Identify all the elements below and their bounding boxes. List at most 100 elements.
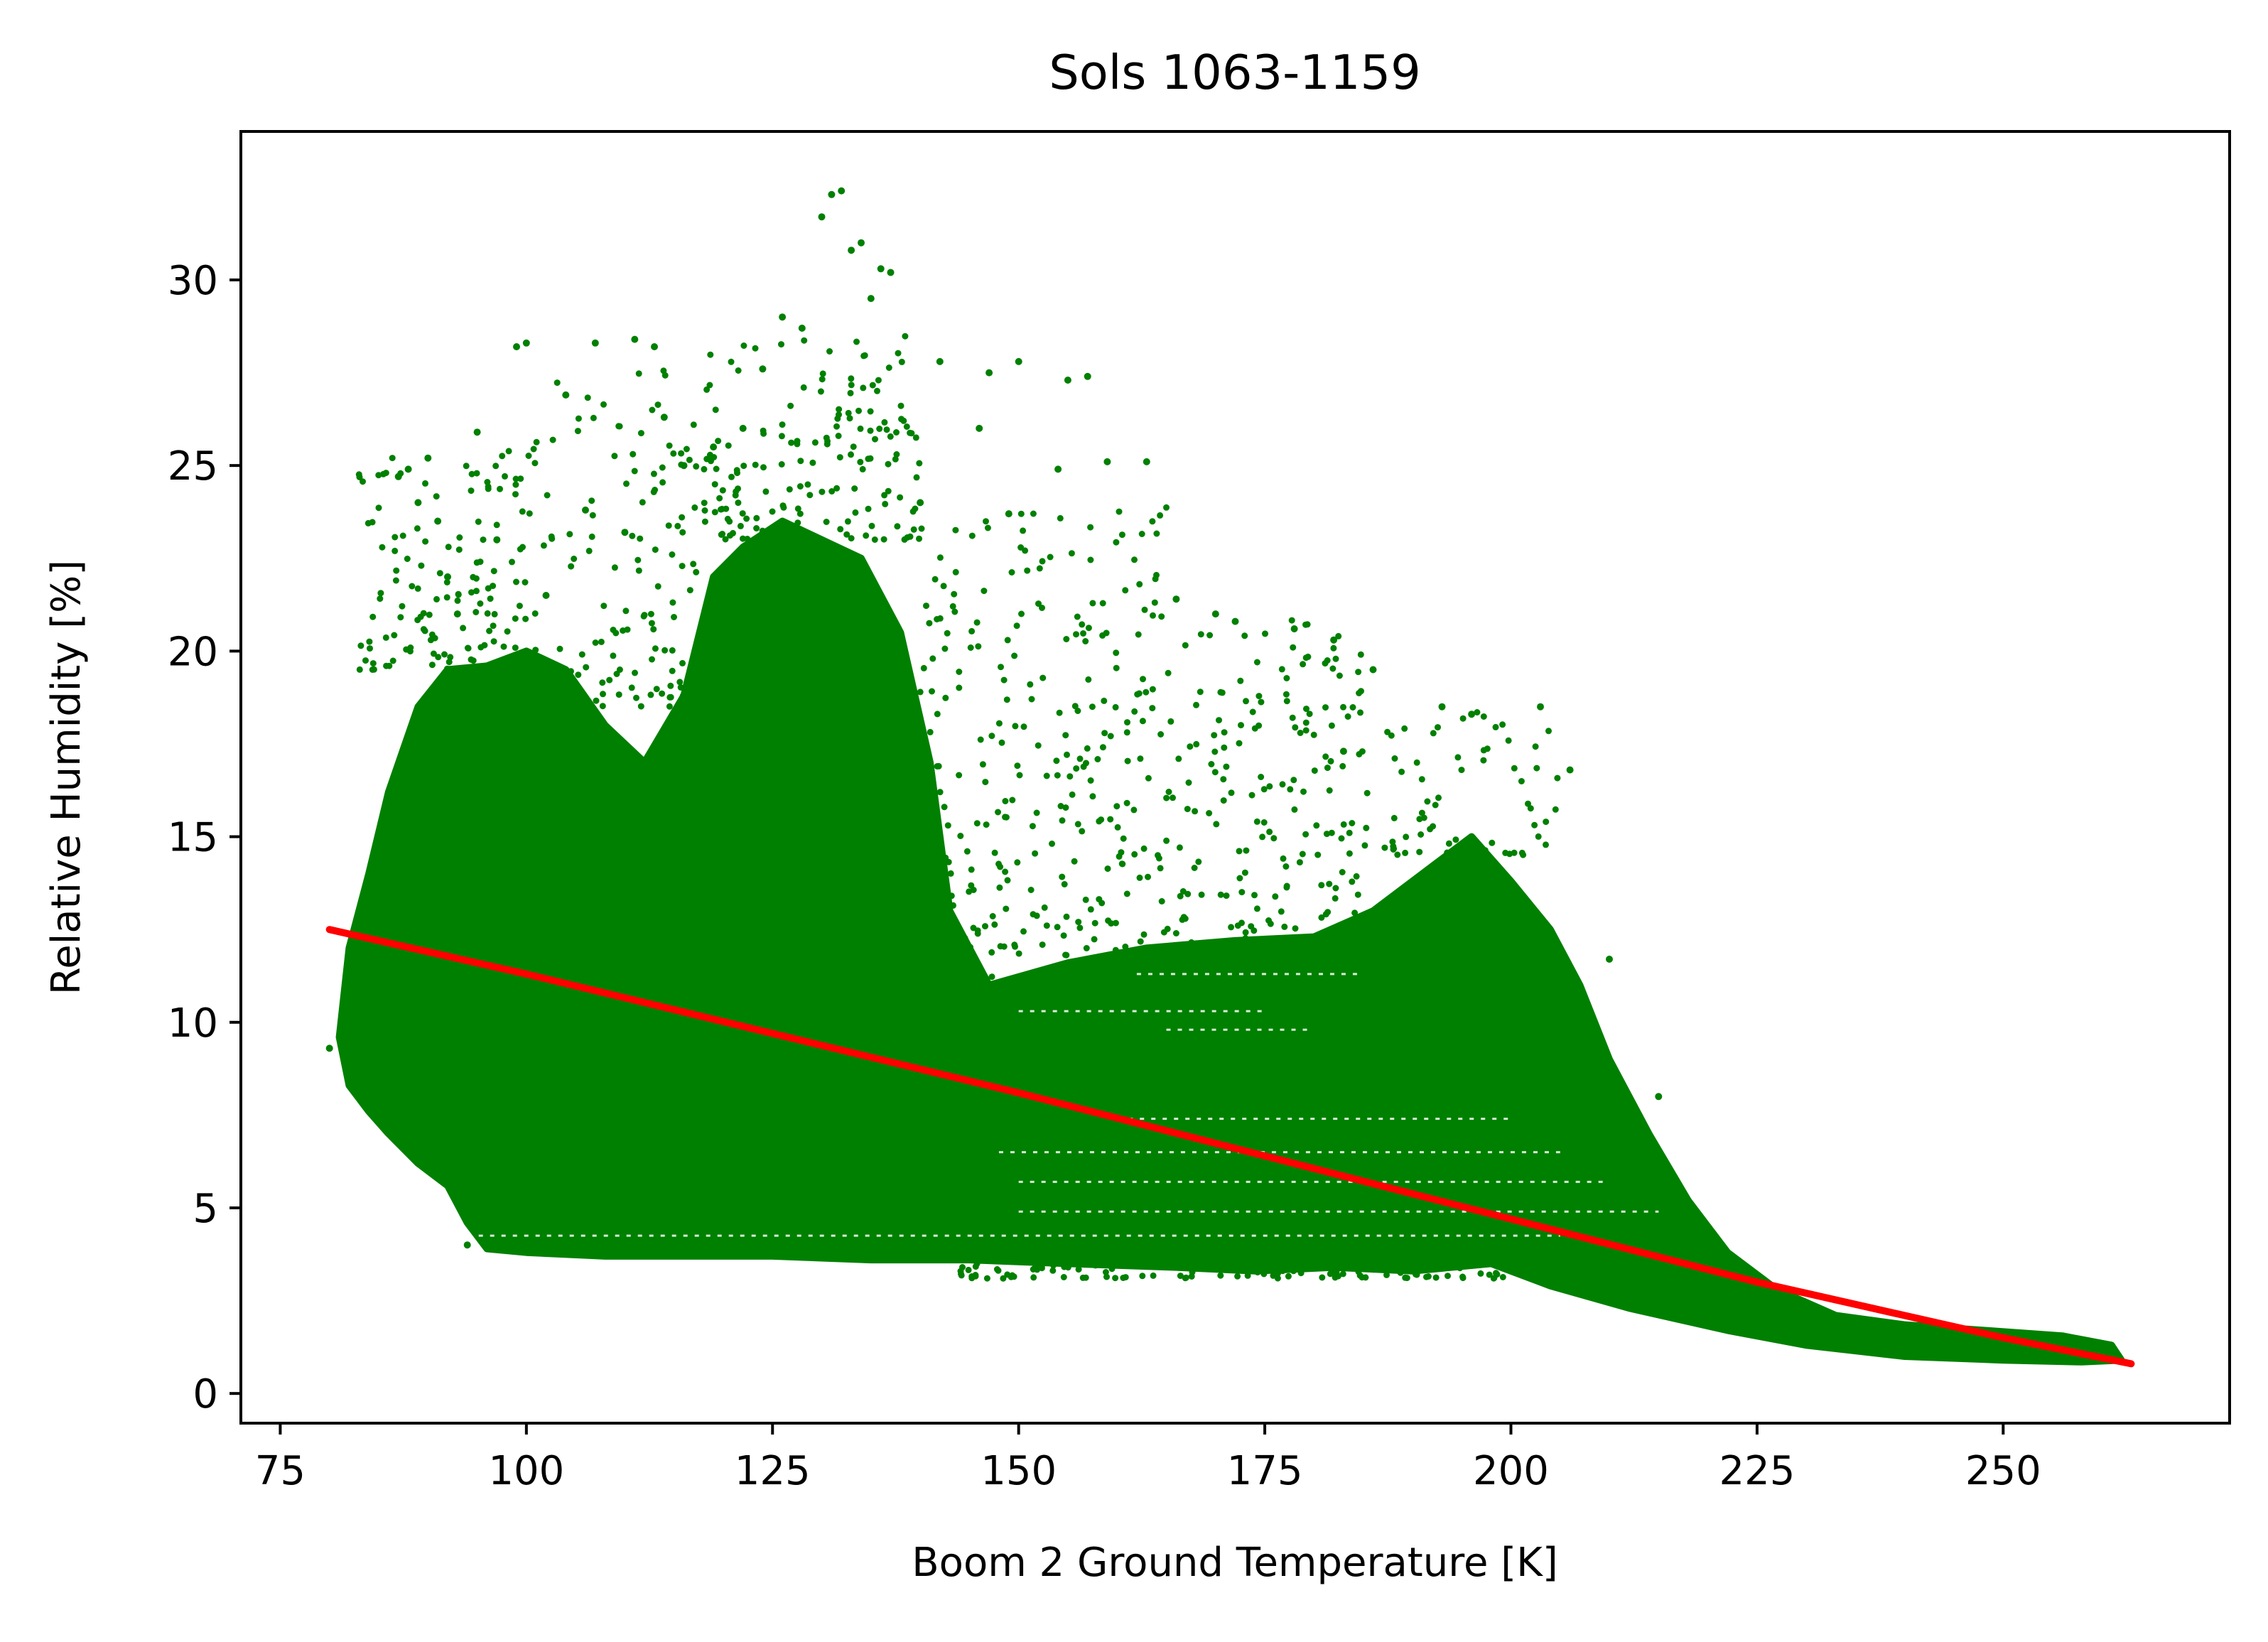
scatter-point: [1282, 1266, 1289, 1273]
x-tick-label: 200: [1473, 1448, 1549, 1494]
scatter-point: [532, 647, 539, 654]
scatter-point: [544, 697, 551, 704]
scatter-point: [391, 632, 398, 639]
scatter-point: [1354, 891, 1361, 898]
scatter-point: [1000, 676, 1008, 684]
scatter-point: [1122, 587, 1129, 594]
scatter-point: [710, 443, 718, 451]
scatter-point: [800, 384, 807, 391]
scatter-point: [634, 556, 642, 563]
scatter-point: [1002, 814, 1008, 821]
scatter-point: [345, 1056, 353, 1063]
scatter-point: [393, 567, 400, 574]
scatter-point: [1302, 719, 1310, 726]
scatter-point: [575, 671, 582, 679]
scatter-point: [1292, 724, 1299, 731]
scatter-point: [1290, 777, 1297, 784]
scatter-point: [963, 848, 971, 855]
scatter-point: [1020, 723, 1027, 730]
scatter-point: [1036, 565, 1043, 572]
scatter-point: [991, 921, 998, 928]
scatter-point: [964, 967, 971, 974]
scatter-point: [653, 686, 660, 693]
scatter-point: [1064, 377, 1071, 384]
scatter-point: [531, 663, 539, 669]
scatter-point: [1270, 1272, 1277, 1279]
scatter-point: [1083, 945, 1090, 951]
scatter-point: [1332, 895, 1339, 902]
scatter-point: [325, 1044, 333, 1052]
scatter-point: [1056, 709, 1063, 716]
x-tick-label: 75: [255, 1448, 306, 1494]
scatter-point: [1063, 951, 1070, 958]
scatter-point: [1243, 847, 1250, 854]
scatter-point: [615, 423, 622, 430]
scatter-point: [810, 536, 817, 543]
scatter-point: [480, 536, 487, 544]
scatter-point: [1236, 875, 1243, 882]
scatter-point: [1430, 730, 1437, 737]
scatter-point: [752, 345, 759, 352]
scatter-point: [1014, 859, 1021, 866]
scatter-point: [1349, 820, 1356, 826]
scatter-point: [762, 488, 770, 495]
scatter-point: [779, 421, 786, 428]
scatter-point: [546, 662, 553, 669]
scatter-point: [525, 453, 532, 459]
scatter-point: [1290, 1268, 1297, 1275]
scatter-point: [1116, 949, 1123, 956]
scatter-point: [404, 465, 412, 473]
scatter-point: [1187, 743, 1194, 750]
scatter-point: [851, 485, 858, 492]
scatter-point: [620, 627, 627, 634]
scatter-point: [725, 442, 732, 449]
scatter-point: [778, 433, 785, 440]
scatter-point: [691, 504, 698, 511]
scatter-point: [679, 563, 686, 570]
scatter-point: [1113, 539, 1120, 546]
scatter-point: [1017, 510, 1025, 517]
scatter-point: [531, 460, 539, 467]
scatter-point: [468, 589, 475, 596]
scatter-point: [971, 981, 978, 988]
scatter-point: [1282, 691, 1290, 698]
scatter-point: [1359, 1274, 1366, 1281]
scatter-point: [599, 679, 606, 686]
scatter-point: [701, 518, 708, 525]
scatter-point: [988, 733, 995, 740]
scatter-point: [1130, 806, 1138, 814]
scatter-point: [1054, 772, 1061, 779]
scatter-point: [667, 682, 674, 689]
scatter-point: [369, 660, 377, 667]
scatter-point: [422, 480, 428, 487]
scatter-point: [1326, 787, 1333, 794]
scatter-point: [647, 610, 654, 617]
scatter-point: [798, 324, 806, 332]
scatter-point: [1170, 794, 1176, 801]
scatter-point: [1499, 1274, 1506, 1280]
scatter-point: [1133, 961, 1140, 968]
scatter-point: [674, 522, 681, 529]
scatter-point: [1054, 465, 1062, 473]
scatter-point: [968, 532, 976, 539]
scatter-point: [1402, 1274, 1409, 1281]
scatter-point: [880, 536, 887, 543]
scatter-point: [1238, 889, 1246, 896]
scatter-point: [1153, 530, 1160, 537]
scatter-point: [639, 499, 646, 506]
scatter-point: [1245, 1258, 1252, 1265]
scatter-point: [1098, 900, 1106, 907]
scatter-point: [1211, 748, 1219, 755]
scatter-point: [833, 423, 840, 430]
scatter-point: [867, 295, 875, 303]
scatter-point: [1238, 919, 1245, 927]
scatter-point: [1950, 1330, 1958, 1338]
scatter-point: [1192, 808, 1199, 815]
scatter-point: [701, 507, 708, 514]
scatter-point: [947, 870, 954, 877]
scatter-point: [956, 772, 963, 779]
scatter-point: [1359, 748, 1366, 755]
scatter-point: [1018, 610, 1025, 617]
scatter-point: [1459, 1257, 1467, 1264]
scatter-point: [892, 455, 899, 463]
